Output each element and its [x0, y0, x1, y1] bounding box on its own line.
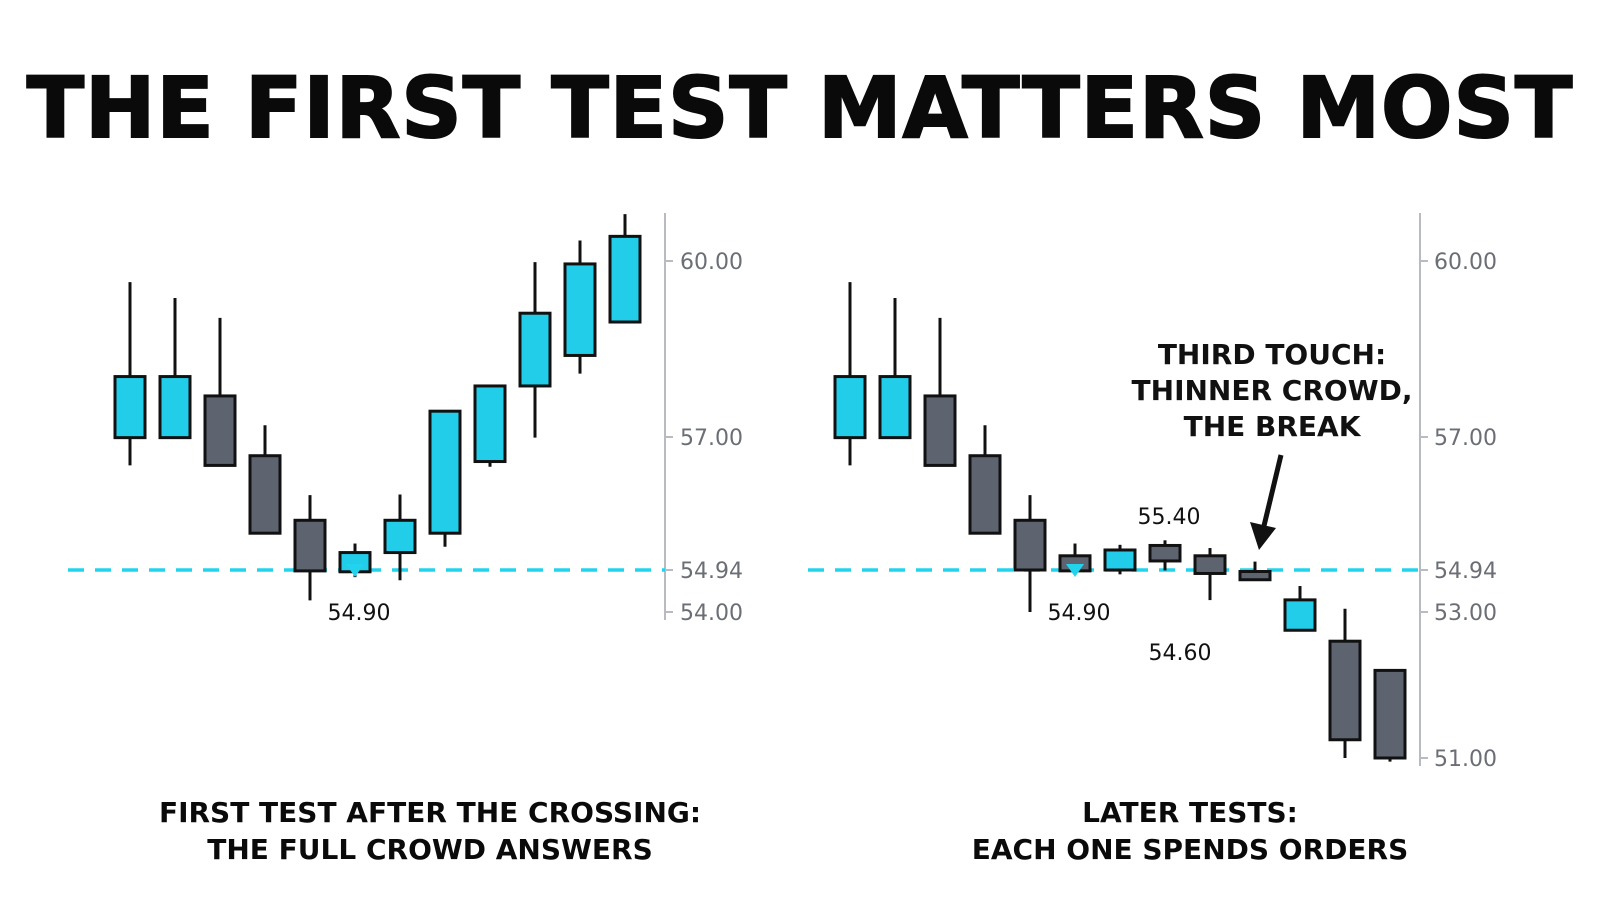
- candle-body: [968, 454, 1002, 535]
- candle-body: [113, 375, 147, 440]
- candle: [428, 409, 462, 547]
- candle: [833, 282, 867, 466]
- page-title: THE FIRST TEST MATTERS MOST: [26, 59, 1574, 157]
- candle: [968, 425, 1002, 535]
- price-annotation: 54.60: [1149, 641, 1212, 666]
- test-marker: [1066, 564, 1084, 577]
- callout-text: THIRD TOUCH:: [1158, 338, 1386, 371]
- candle: [1058, 543, 1092, 577]
- right-chart-caption: LATER TESTS: EACH ONE SPENDS ORDERS: [860, 794, 1520, 868]
- y-tick-label: 54.94: [680, 559, 743, 584]
- candle: [1328, 608, 1362, 758]
- candle: [1193, 548, 1227, 601]
- candle: [608, 214, 642, 324]
- candle: [248, 425, 282, 535]
- y-tick-label: 57.00: [680, 426, 743, 451]
- candle-body: [1013, 518, 1047, 572]
- candle-body: [923, 394, 957, 467]
- candle: [1283, 586, 1317, 632]
- candle: [518, 262, 552, 438]
- left-caption-line-2: THE FULL CROWD ANSWERS: [207, 833, 653, 866]
- callout-arrow-shaft: [1260, 454, 1284, 531]
- candle: [1148, 540, 1182, 571]
- candle-body: [1328, 639, 1362, 742]
- candle-body: [383, 518, 417, 555]
- right-caption-line-2: EACH ONE SPENDS ORDERS: [971, 833, 1409, 866]
- candle-body: [428, 409, 462, 535]
- candle-body: [158, 375, 192, 440]
- candle-body: [1238, 570, 1272, 582]
- right-caption-line-1: LATER TESTS:: [1082, 796, 1298, 829]
- candle-body: [608, 234, 642, 324]
- price-annotation: 55.40: [1138, 505, 1201, 530]
- candle: [203, 317, 237, 467]
- candle-body: [1103, 548, 1137, 572]
- y-tick-label: 53.00: [1434, 601, 1497, 626]
- candle-body: [473, 384, 507, 464]
- left-chart: 60.00 57.00 54.94 54.00 54.90: [68, 213, 743, 626]
- candle-body: [248, 454, 282, 535]
- candle: [338, 543, 372, 578]
- candle: [563, 240, 597, 374]
- candle-body: [1148, 543, 1182, 563]
- candle: [293, 495, 327, 601]
- candle-body: [878, 375, 912, 440]
- callout-text: THINNER CROWD,: [1132, 374, 1413, 407]
- callout-text: THE BREAK: [1184, 410, 1362, 443]
- y-tick-label: 60.00: [1434, 250, 1497, 275]
- price-annotation: 54.90: [328, 601, 391, 626]
- candle-body: [833, 375, 867, 440]
- candle: [1238, 561, 1272, 582]
- candle: [923, 317, 957, 467]
- y-tick-label: 54.00: [680, 601, 743, 626]
- candle-body: [293, 518, 327, 573]
- candle: [1103, 544, 1137, 575]
- candle: [1013, 495, 1047, 612]
- candle-body: [518, 311, 552, 388]
- candle-body: [1373, 668, 1407, 760]
- candle-body: [1193, 554, 1227, 575]
- y-tick-label: 51.00: [1434, 747, 1497, 772]
- test-marker: [346, 564, 364, 577]
- y-tick-label: 57.00: [1434, 426, 1497, 451]
- candle: [878, 297, 912, 440]
- candle: [158, 297, 192, 440]
- y-tick-label: 60.00: [680, 250, 743, 275]
- candle: [473, 384, 507, 467]
- left-caption-line-1: FIRST TEST AFTER THE CROSSING:: [158, 796, 702, 829]
- candle-body: [563, 262, 597, 357]
- callout-arrow-head: [1250, 522, 1276, 550]
- candle: [383, 494, 417, 581]
- y-tick-label: 54.94: [1434, 559, 1497, 584]
- candle-body: [1283, 598, 1317, 632]
- candle-body: [203, 394, 237, 467]
- price-annotation: 54.90: [1048, 601, 1111, 626]
- left-chart-caption: FIRST TEST AFTER THE CROSSING: THE FULL …: [100, 794, 760, 868]
- right-chart: 60.00 57.00 54.94 53.00 51.00 54.90 55.40 54.60…: [808, 213, 1497, 772]
- candle: [1373, 668, 1407, 762]
- candle: [113, 282, 147, 466]
